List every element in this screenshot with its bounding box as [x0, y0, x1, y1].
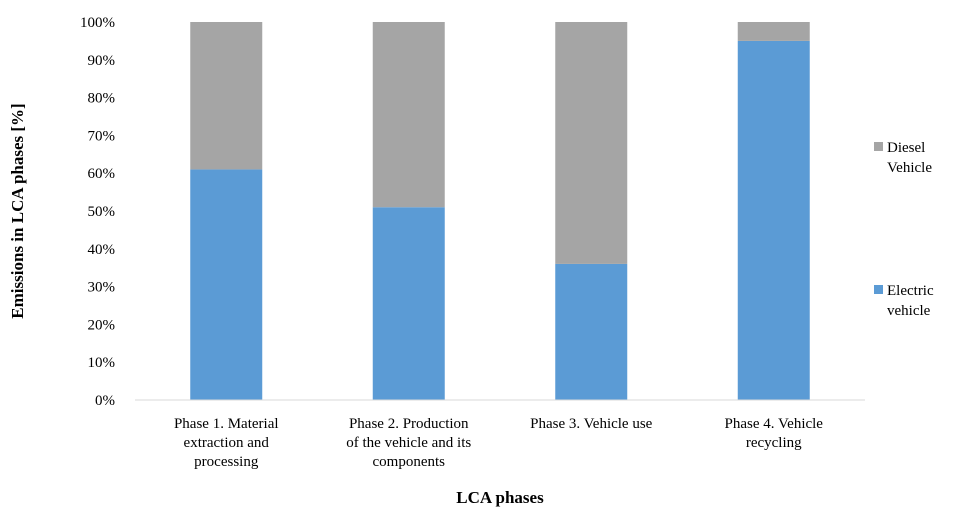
x-category-label-line: recycling: [746, 435, 802, 451]
legend-label-line: Electric: [887, 283, 934, 299]
y-tick-label: 60%: [88, 166, 116, 182]
legend-label-line: vehicle: [887, 303, 931, 319]
x-category-label-line: Phase 2. Production: [349, 416, 469, 432]
y-tick-label: 50%: [88, 204, 116, 220]
x-category-label-line: processing: [194, 454, 259, 470]
y-tick-label: 30%: [88, 280, 116, 296]
legend: Diesel Vehicle Electric vehicle: [874, 140, 934, 319]
legend-swatch-diesel: [874, 142, 883, 151]
y-tick-label: 80%: [88, 91, 116, 107]
bars: [190, 22, 810, 401]
x-category-label-line: extraction and: [184, 435, 270, 451]
bar-segment-electric-2: [372, 207, 445, 400]
y-tick-label: 90%: [88, 53, 116, 69]
y-tick-label: 0%: [95, 393, 115, 409]
y-tick-label: 40%: [88, 242, 116, 258]
bar-segment-electric-3: [555, 263, 628, 400]
x-category-label: Phase 1. Material extraction and processin…: [174, 416, 279, 470]
y-axis-ticks: 0% 10% 20% 30% 40% 50% 60% 70% 80% 90% 100%: [80, 15, 115, 409]
legend-label-diesel: Diesel Vehicle: [887, 140, 932, 176]
x-category-label: Phase 4. Vehicle recycling: [725, 416, 824, 451]
x-category-label-line: components: [373, 454, 446, 470]
bar-segment-diesel-4: [737, 22, 810, 41]
y-tick-label: 100%: [80, 15, 115, 31]
legend-label-line: Vehicle: [887, 160, 932, 176]
bar-segment-diesel-3: [555, 22, 628, 264]
bar-segment-diesel-1: [190, 22, 263, 170]
bar-segment-diesel-2: [372, 22, 445, 208]
y-tick-label: 70%: [88, 128, 116, 144]
legend-swatch-electric: [874, 285, 883, 294]
x-category-label: Phase 3. Vehicle use: [530, 416, 653, 432]
legend-label-line: Diesel: [887, 140, 925, 156]
bar-segment-electric-4: [737, 40, 810, 401]
x-axis-category-labels: Phase 1. Material extraction and processin…: [174, 416, 823, 470]
y-axis-title: Emissions in LCA phases [%]: [8, 103, 27, 318]
x-category-label: Phase 2. Production of the vehicle and it…: [346, 416, 471, 470]
y-tick-label: 20%: [88, 317, 116, 333]
x-axis-title: LCA phases: [456, 488, 544, 507]
x-category-label-line: Phase 3. Vehicle use: [530, 416, 653, 432]
legend-label-electric: Electric vehicle: [887, 283, 934, 319]
y-tick-label: 10%: [88, 355, 116, 371]
x-category-label-line: Phase 4. Vehicle: [725, 416, 824, 432]
x-category-label-line: Phase 1. Material: [174, 416, 279, 432]
bar-segment-electric-1: [190, 169, 263, 400]
x-category-label-line: of the vehicle and its: [346, 435, 471, 451]
